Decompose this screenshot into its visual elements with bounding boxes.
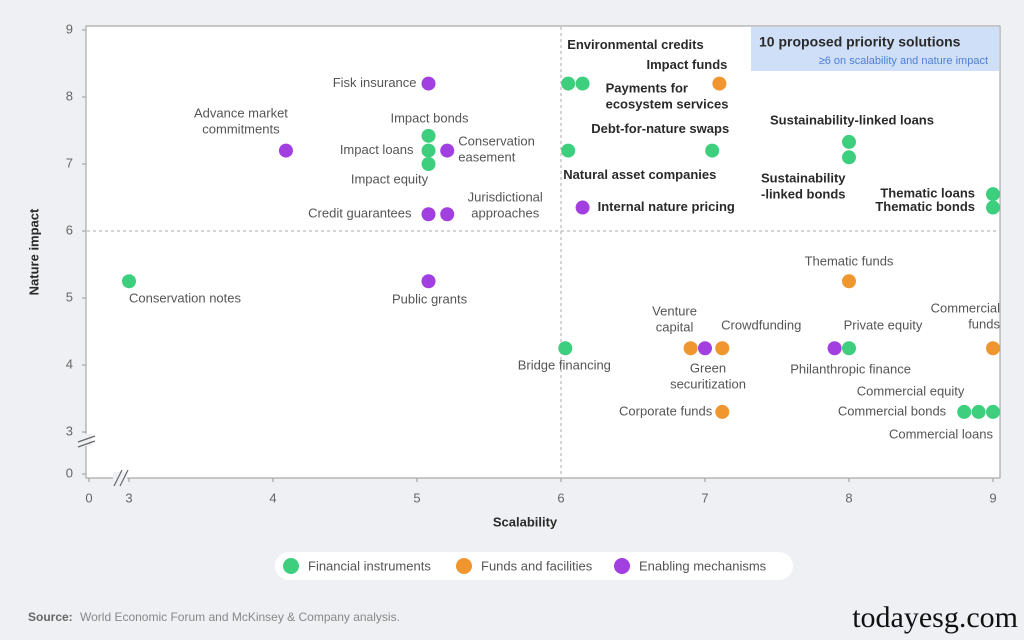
watermark: todayesg.com <box>852 601 1018 634</box>
x-tick-label: 3 <box>125 490 132 505</box>
point <box>421 274 436 289</box>
point <box>698 341 712 356</box>
x-tick-label: 4 <box>269 490 276 505</box>
point <box>715 404 730 419</box>
point-label: Green securitization <box>670 361 746 392</box>
point <box>842 341 856 356</box>
point-label: Conservation notes <box>129 291 242 306</box>
point-label: Internal nature pricing <box>598 199 735 214</box>
source-text: World Economic Forum and McKinsey & Comp… <box>80 610 400 624</box>
point <box>715 341 730 356</box>
point-label: Commercial equity <box>857 383 965 398</box>
x-tick-label: 8 <box>845 490 852 505</box>
point <box>278 143 293 158</box>
point <box>122 274 136 289</box>
point-label: Crowdfunding <box>721 318 801 333</box>
x-tick-label: 6 <box>557 490 564 505</box>
x-tick-label: 5 <box>413 490 420 505</box>
point-label: Public grants <box>392 292 468 307</box>
point <box>986 187 1000 202</box>
y-tick-label: 5 <box>66 289 73 304</box>
point <box>421 128 436 143</box>
point <box>421 157 436 171</box>
legend-label: Financial instruments <box>308 558 431 573</box>
legend-marker <box>456 558 472 574</box>
point-label: Impact equity <box>351 171 429 186</box>
point <box>971 404 986 419</box>
point <box>421 207 436 222</box>
y-tick-label: 8 <box>66 88 73 103</box>
point-label: Impact funds <box>646 57 727 72</box>
point-label: Thematic bonds <box>875 199 975 214</box>
point-label: Credit guarantees <box>308 206 412 221</box>
point <box>827 341 842 356</box>
x-tick-label: 0 <box>85 490 92 505</box>
point-label: Natural asset companies <box>563 167 716 182</box>
point <box>558 341 573 356</box>
y-tick-label: 0 <box>66 465 73 480</box>
point-label: Jurisdictional approaches <box>468 190 543 221</box>
point-label: Impact bonds <box>390 110 469 125</box>
y-tick-label: 9 <box>66 21 73 36</box>
point-label: Fisk insurance <box>333 75 417 90</box>
point <box>440 207 455 222</box>
point-label: Private equity <box>844 318 923 333</box>
point-label: Sustainability-linked loans <box>770 112 934 127</box>
point-label: Conservation easement <box>458 134 535 165</box>
point <box>842 274 856 289</box>
annotation-title: 10 proposed priority solutions <box>759 34 961 50</box>
x-tick-label: 7 <box>701 490 708 505</box>
annotation-box <box>751 27 999 71</box>
point-label: Environmental credits <box>567 37 704 52</box>
plot-area <box>85 25 1001 479</box>
legend-label: Funds and facilities <box>481 558 593 573</box>
point-label: Commercial loans <box>889 426 994 441</box>
y-tick-label: 7 <box>66 155 73 170</box>
annotation-subtitle: ≥6 on scalability and nature impact <box>819 55 988 67</box>
point <box>705 143 720 158</box>
point-label: Bridge financing <box>518 358 611 373</box>
y-tick-label: 6 <box>66 222 73 237</box>
point <box>842 134 856 149</box>
y-tick-label: 3 <box>66 423 73 438</box>
point <box>986 404 1000 419</box>
point-label: Sustainability -linked bonds <box>761 171 846 202</box>
point <box>421 76 436 91</box>
point <box>575 76 590 91</box>
point <box>712 76 727 91</box>
legend-label: Enabling mechanisms <box>639 558 767 573</box>
point-label: Impact loans <box>340 142 414 157</box>
point-label: Commercial funds <box>931 301 1001 332</box>
point <box>957 404 972 419</box>
point-label: Corporate funds <box>619 403 713 418</box>
point <box>575 200 590 215</box>
point-label: Payments for ecosystem services <box>606 81 729 112</box>
x-tick-label: 9 <box>989 490 996 505</box>
source-label: Source: <box>28 610 73 624</box>
point <box>561 76 576 91</box>
point <box>986 200 1000 215</box>
point-label: Thematic funds <box>805 254 894 269</box>
point-label: Thematic loans <box>880 186 975 201</box>
point <box>421 143 436 158</box>
point-label: Debt-for-nature swaps <box>591 121 729 136</box>
point <box>440 143 455 158</box>
point-label: Philanthropic finance <box>790 362 911 377</box>
point-label: Venture capital <box>652 304 697 335</box>
legend-marker <box>614 558 630 574</box>
x-axis-label: Scalability <box>493 514 558 529</box>
point-label: Commercial bonds <box>838 403 947 418</box>
point <box>561 143 576 158</box>
legend-marker <box>283 558 299 574</box>
y-tick-label: 4 <box>66 356 73 371</box>
point-label: Advance market commitments <box>194 106 288 137</box>
point <box>842 150 856 165</box>
point <box>986 341 1000 356</box>
legend <box>275 552 793 580</box>
point <box>683 341 698 356</box>
axis-breaks <box>77 434 129 487</box>
y-axis-label: Nature impact <box>26 208 41 295</box>
